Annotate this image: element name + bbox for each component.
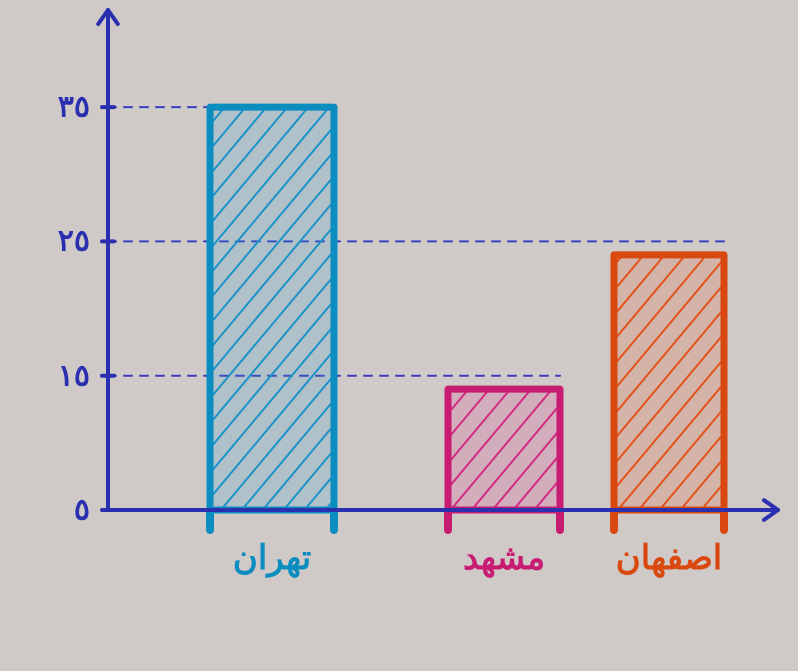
ytick-label: ٢٥: [0, 224, 90, 259]
ytick-label: ١٥: [0, 358, 90, 393]
chart-container: ٥ ١٥ ٢٥ ٣٥ تهران مشهد اصفهان: [0, 0, 798, 671]
bar-isfahan: [614, 255, 724, 530]
xtick-label-isfahan: اصفهان: [616, 538, 723, 578]
xtick-label-mashhad: مشهد: [463, 538, 545, 578]
xtick-label-tehran: تهران: [233, 538, 311, 578]
ytick-label: ٥: [0, 493, 90, 528]
ytick-label: ٣٥: [0, 90, 90, 125]
bar-tehran: [210, 107, 334, 530]
